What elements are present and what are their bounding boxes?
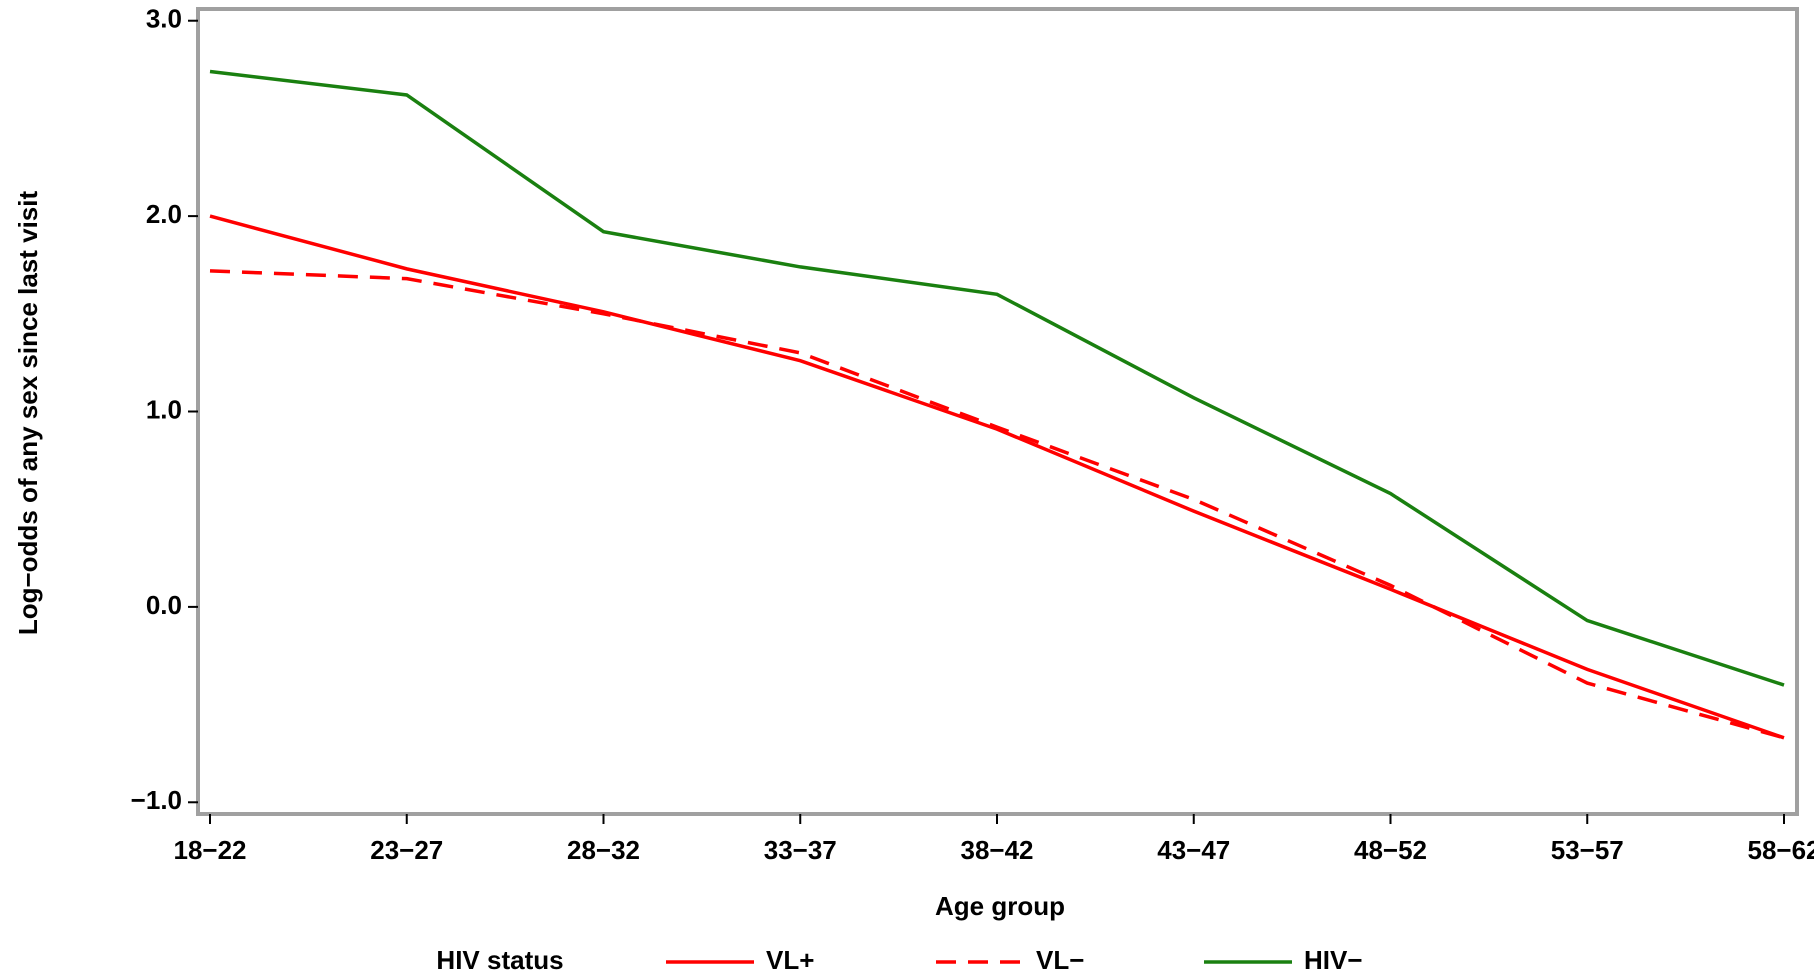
legend-label: VL− [1036, 945, 1084, 974]
y-tick-label: 1.0 [146, 394, 182, 424]
x-axis-label: Age group [935, 891, 1065, 921]
legend-label: VL+ [766, 945, 814, 974]
x-tick-label: 38−42 [960, 835, 1033, 865]
y-tick-label: 3.0 [146, 4, 182, 34]
x-tick-label: 33−37 [764, 835, 837, 865]
y-tick-label: 0.0 [146, 590, 182, 620]
y-axis-label: Log−odds of any sex since last visit [13, 191, 43, 636]
series-line [209, 69, 1785, 687]
x-tick-label: 48−52 [1354, 835, 1427, 865]
x-tick-label: 23−27 [370, 835, 443, 865]
x-tick-label: 53−57 [1551, 835, 1624, 865]
series-line [209, 269, 1785, 740]
x-tick-label: 28−32 [567, 835, 640, 865]
series-line [209, 214, 1785, 740]
legend-label: HIV− [1304, 945, 1363, 974]
x-tick-label: 58−62 [1747, 835, 1814, 865]
x-tick-label: 18−22 [173, 835, 246, 865]
plot-frame [196, 7, 1799, 816]
x-tick-label: 43−47 [1157, 835, 1230, 865]
y-tick-label: 2.0 [146, 199, 182, 229]
legend-title: HIV status [436, 945, 563, 974]
y-tick-label: −1.0 [131, 785, 182, 815]
